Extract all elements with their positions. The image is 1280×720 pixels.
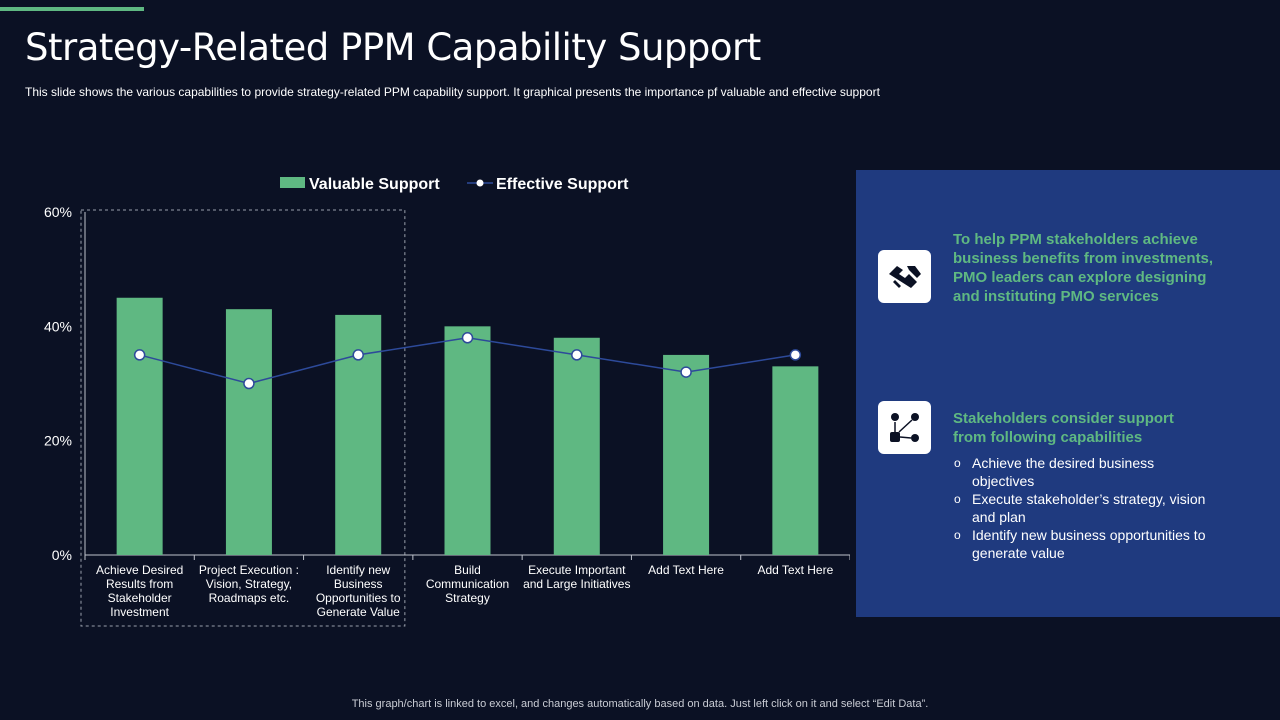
x-category-label-line: Execute Important (528, 563, 626, 577)
legend-label-effective: Effective Support (496, 176, 629, 193)
x-category-label: Project Execution : Vision, Strategy, Road… (199, 563, 299, 605)
x-category-label: Build Communication Strategy (426, 563, 509, 605)
stakeholder-network-icon (878, 401, 931, 454)
legend-swatch-effective-dot (476, 179, 484, 187)
point-effective-support[interactable] (461, 332, 474, 344)
panel-block2-heading: Stakeholders consider support from follo… (953, 410, 1174, 446)
point-effective-support[interactable] (789, 349, 802, 361)
x-category-label-line: Vision, Strategy, (206, 577, 292, 591)
x-category-label-line: Add Text Here (757, 563, 833, 577)
bar-valuable-support[interactable] (225, 309, 272, 555)
point-effective-support[interactable] (352, 349, 364, 361)
bar-valuable-support[interactable] (663, 354, 710, 555)
handshake-icon (878, 250, 931, 303)
bar-valuable-support[interactable] (444, 326, 491, 555)
info-panel: To help PPM stakeholders achieve busines… (856, 170, 1280, 617)
x-category-label-line: Project Execution : (199, 563, 299, 577)
legend-swatch-valuable (280, 177, 305, 188)
y-tick-label: 0% (52, 547, 72, 563)
y-tick-label: 60% (44, 204, 72, 220)
footer-note: This graph/chart is linked to excel, and… (351, 698, 929, 710)
x-category-label-line: Build (454, 563, 481, 577)
y-tick-label: 40% (44, 318, 72, 334)
point-effective-support[interactable] (243, 377, 255, 390)
bar-valuable-support[interactable] (553, 337, 600, 555)
point-effective-support[interactable] (133, 349, 146, 361)
x-category-label: Execute Important and Large Initiatives (523, 563, 630, 591)
y-tick-label: 20% (44, 433, 72, 449)
x-category-label-line: Strategy (445, 591, 490, 605)
capability-list: Achieve the desired business objectives … (953, 454, 1213, 562)
x-category-label: Achieve Desired Results from Stakeholder In… (96, 563, 183, 619)
x-category-label: Add Text Here (648, 563, 724, 577)
x-category-label-line: Generate Value (317, 605, 400, 619)
list-item: Execute stakeholder’s strategy, vision a… (953, 490, 1213, 526)
x-category-label-line: Opportunities to (316, 591, 401, 605)
bar-valuable-support[interactable] (772, 366, 819, 555)
x-category-label-line: Results from (106, 577, 173, 591)
x-category-label-line: Achieve Desired (96, 563, 183, 577)
legend-label-valuable: Valuable Support (309, 176, 440, 193)
point-effective-support[interactable] (571, 349, 583, 361)
bar-line-chart[interactable]: 0%20%40%60%Achieve Desired Results from St… (0, 0, 850, 640)
x-category-label-line: Business (334, 577, 383, 591)
x-category-label-line: and Large Initiatives (523, 577, 630, 591)
x-category-label-line: Add Text Here (648, 563, 724, 577)
title-accent-bar (0, 7, 144, 11)
list-item: Achieve the desired business objectives (953, 454, 1213, 490)
highlight-box (80, 209, 406, 627)
list-item: Identify new business opportunities to g… (953, 526, 1213, 562)
panel-block1-text: To help PPM stakeholders achieve busines… (953, 231, 1214, 305)
x-category-label-line: Roadmaps etc. (209, 591, 290, 605)
x-category-label-line: Communication (426, 577, 509, 591)
x-category-label-line: Stakeholder (108, 591, 172, 605)
slide-title: Strategy-Related PPM Capability Support (25, 26, 761, 69)
point-effective-support[interactable] (680, 366, 692, 378)
x-category-label-line: Investment (110, 605, 169, 619)
slide-subtitle: This slide shows the various capabilitie… (25, 85, 880, 99)
x-category-label: Identify new Business Opportunities to Gene… (316, 563, 401, 619)
bar-valuable-support[interactable] (116, 297, 163, 555)
x-category-label-line: Identify new (326, 563, 390, 577)
x-category-label: Add Text Here (757, 563, 833, 577)
